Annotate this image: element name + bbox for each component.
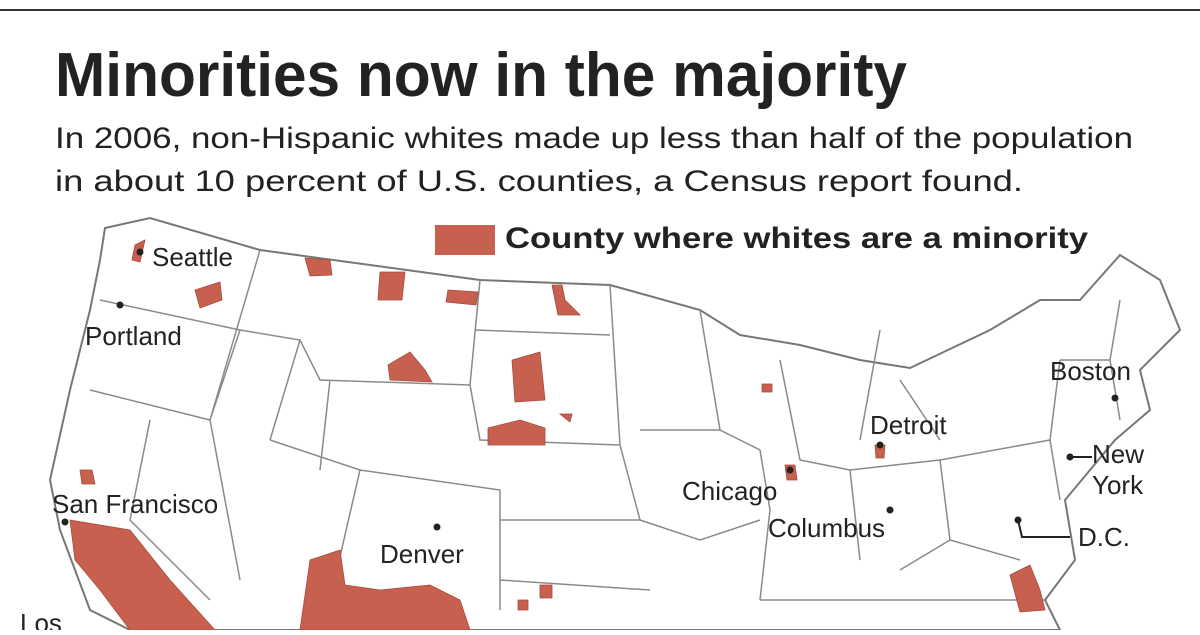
map (48, 216, 1182, 631)
minority-counties (69, 239, 1046, 631)
city-label: Detroit (870, 410, 947, 440)
subtitle-line: In 2006, non-Hispanic whites made up les… (55, 122, 1133, 155)
city-label: Chicago (682, 476, 777, 506)
city-label: Denver (380, 539, 464, 569)
state-borders (89, 249, 1121, 610)
country-outline (48, 216, 1182, 631)
city-dots (61, 248, 1119, 538)
city-label: Portland (85, 321, 182, 351)
subtitle-line: in about 10 percent of U.S. counties, a … (55, 165, 1023, 198)
title: Minorities now in the majority (55, 41, 907, 110)
city-label: San Francisco (52, 489, 218, 519)
city-label: Boston (1050, 356, 1131, 386)
city-label: D.C. (1078, 522, 1130, 552)
city-label: New (1092, 439, 1144, 469)
city-label: Columbus (768, 513, 885, 543)
legend-swatch (435, 225, 495, 255)
city-label: Los (20, 608, 62, 630)
city-label: Seattle (152, 242, 233, 272)
legend-label: County where whites are a minority (505, 222, 1088, 255)
city-label: York (1092, 470, 1144, 500)
